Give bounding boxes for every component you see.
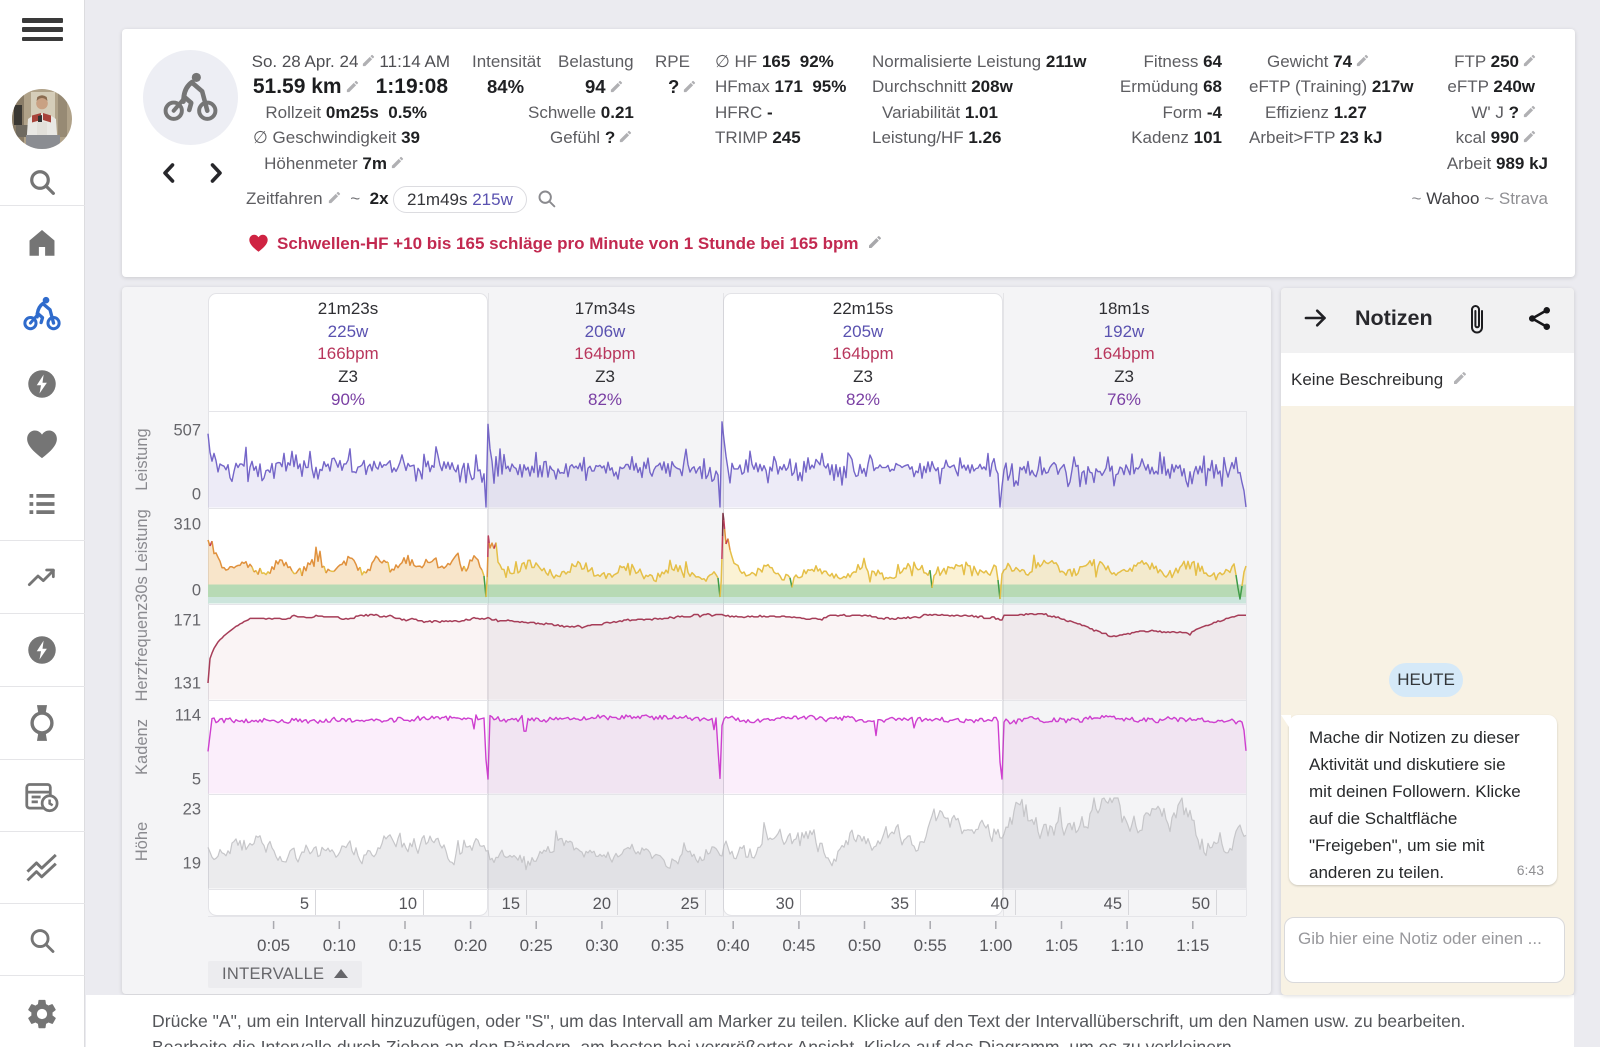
svg-text:171: 171 — [173, 612, 201, 630]
svg-text:Herzfrequenz: Herzfrequenz — [133, 602, 151, 701]
svg-text:30s Leistung: 30s Leistung — [133, 509, 151, 603]
svg-text:114: 114 — [175, 707, 201, 725]
svg-text:20: 20 — [593, 895, 611, 913]
svg-text:0:15: 0:15 — [388, 936, 421, 955]
svg-text:1:10: 1:10 — [1111, 936, 1144, 955]
svg-text:0:25: 0:25 — [520, 936, 553, 955]
svg-text:35: 35 — [891, 895, 909, 913]
svg-text:0:50: 0:50 — [848, 936, 881, 955]
svg-text:5: 5 — [192, 771, 201, 789]
svg-text:Kadenz: Kadenz — [133, 719, 151, 775]
svg-text:0:10: 0:10 — [323, 936, 356, 955]
svg-text:Leistung: Leistung — [133, 428, 151, 490]
svg-text:45: 45 — [1104, 895, 1122, 913]
svg-text:1:05: 1:05 — [1045, 936, 1078, 955]
svg-text:0:45: 0:45 — [782, 936, 815, 955]
svg-text:30: 30 — [776, 895, 794, 913]
svg-text:0: 0 — [192, 486, 201, 504]
svg-text:50: 50 — [1192, 895, 1210, 913]
svg-text:40: 40 — [991, 895, 1009, 913]
svg-text:1:00: 1:00 — [979, 936, 1012, 955]
svg-text:25: 25 — [681, 895, 699, 913]
svg-text:Höhe: Höhe — [133, 822, 151, 861]
svg-text:1:15: 1:15 — [1176, 936, 1209, 955]
svg-text:23: 23 — [183, 801, 201, 819]
svg-text:0:20: 0:20 — [454, 936, 487, 955]
svg-text:310: 310 — [173, 516, 201, 534]
svg-text:0:05: 0:05 — [257, 936, 290, 955]
svg-text:507: 507 — [173, 422, 201, 440]
svg-text:15: 15 — [502, 895, 520, 913]
svg-text:0:35: 0:35 — [651, 936, 684, 955]
svg-text:10: 10 — [399, 895, 417, 913]
svg-text:19: 19 — [183, 855, 201, 873]
svg-text:0: 0 — [192, 582, 201, 600]
svg-text:5: 5 — [300, 895, 309, 913]
svg-text:0:30: 0:30 — [585, 936, 618, 955]
svg-text:131: 131 — [173, 675, 201, 693]
svg-text:0:40: 0:40 — [717, 936, 750, 955]
svg-text:0:55: 0:55 — [914, 936, 947, 955]
